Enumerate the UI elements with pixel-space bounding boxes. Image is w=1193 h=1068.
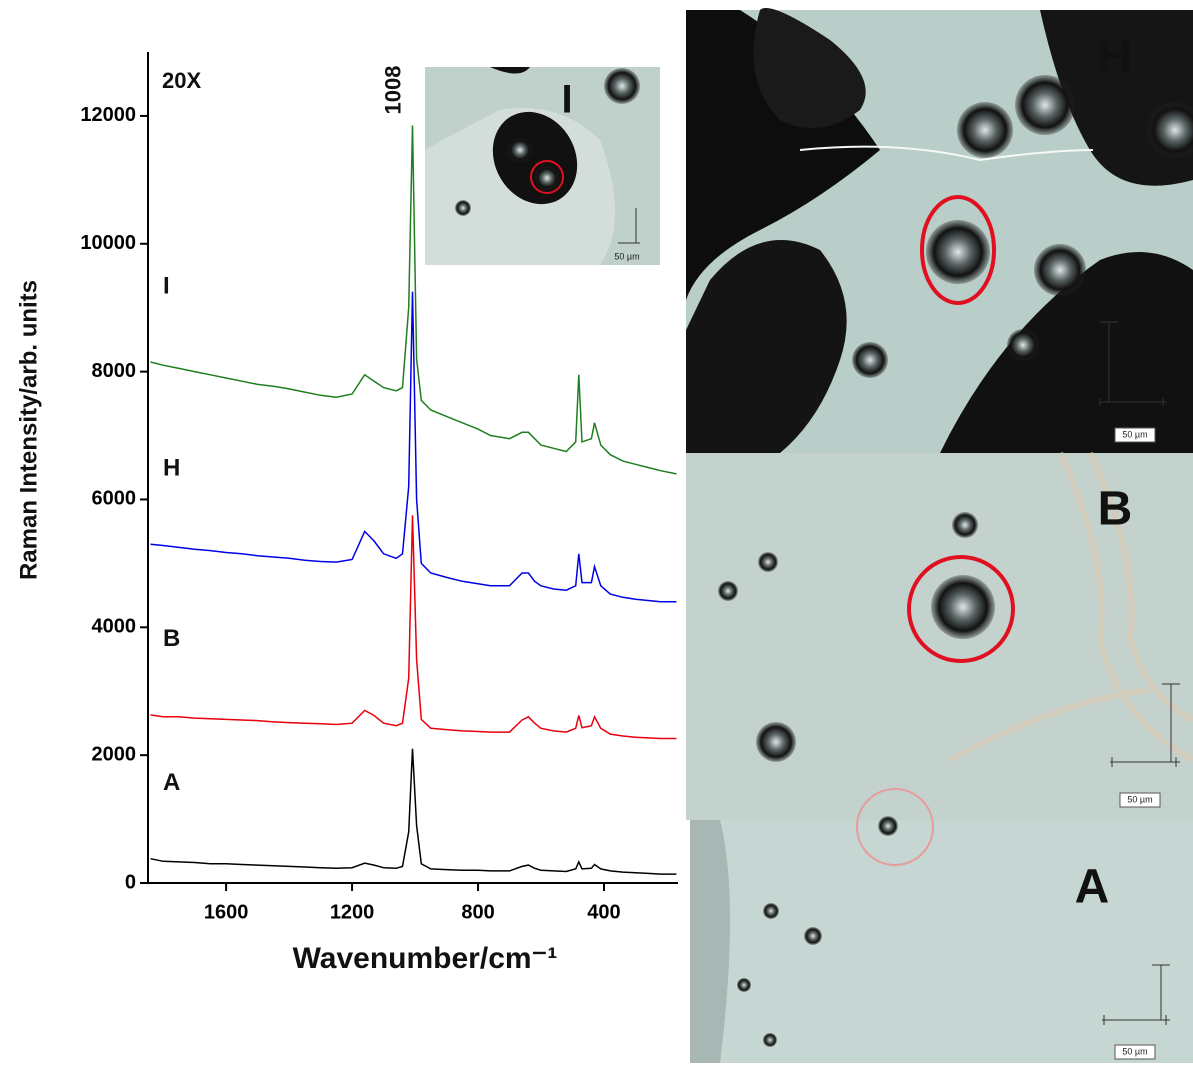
series-label: I <box>163 272 170 299</box>
spectrum-line <box>150 291 677 603</box>
scale-label: 50 µm <box>1127 794 1152 804</box>
inset-label: I <box>561 78 572 122</box>
x-tick-label: 1200 <box>330 901 375 923</box>
panel-label: A <box>1075 861 1110 914</box>
x-tick-label: 1600 <box>204 901 249 923</box>
chart-title: 20X <box>162 68 201 93</box>
y-tick-label: 2000 <box>92 743 137 765</box>
series-label: A <box>163 769 180 796</box>
y-tick-label: 6000 <box>92 488 137 510</box>
panel-label: H <box>1098 31 1133 84</box>
y-tick-label: 12000 <box>80 104 136 126</box>
inset-micrograph: I 50 µm <box>425 67 660 265</box>
series-label: H <box>163 455 180 482</box>
micrograph-a: A 50 µm <box>690 788 1193 1063</box>
spectrum-line <box>150 748 677 875</box>
spectrum-line <box>150 515 677 740</box>
scale-label: 50 µm <box>1122 1046 1147 1056</box>
peak-annotation: 1008 <box>380 66 405 115</box>
scale-label: 50 µm <box>614 251 639 261</box>
micrograph-h: H 50 µm <box>686 8 1193 453</box>
series-label: B <box>163 625 180 652</box>
x-tick-label: 800 <box>461 901 494 923</box>
y-tick-label: 8000 <box>92 360 137 382</box>
y-axis-title: Raman Intensity/arb. units <box>15 280 42 580</box>
micrograph-b: B 50 µm <box>686 451 1193 820</box>
scale-label: 50 µm <box>1122 429 1147 439</box>
panel-label: B <box>1098 483 1133 536</box>
x-tick-label: 400 <box>587 901 620 923</box>
spectrum-line <box>150 125 677 475</box>
y-tick-label: 10000 <box>80 232 136 254</box>
y-tick-label: 0 <box>125 871 136 893</box>
x-axis-title: Wavenumber/cm⁻¹ <box>293 942 558 975</box>
y-tick-label: 4000 <box>92 616 137 638</box>
